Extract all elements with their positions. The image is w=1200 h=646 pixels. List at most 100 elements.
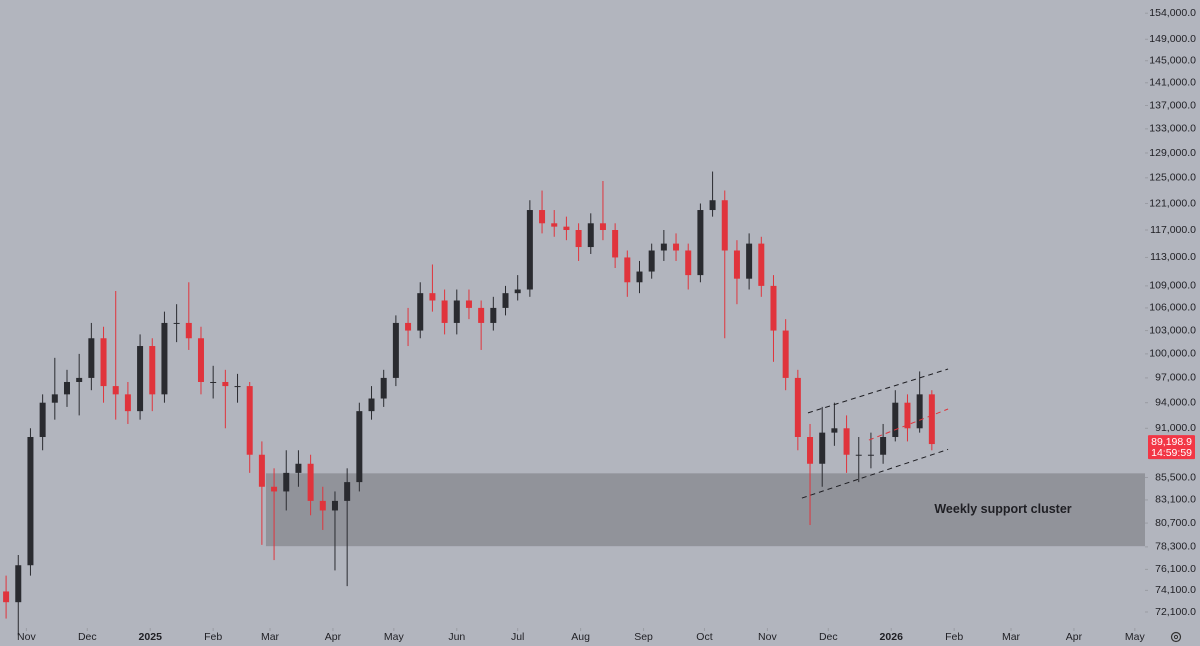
candle-body bbox=[197, 338, 204, 382]
candle-body bbox=[161, 322, 168, 395]
x-tick-label: Jun bbox=[448, 631, 465, 643]
y-tick-label: 113,000.0 bbox=[1150, 251, 1196, 263]
candle-body bbox=[831, 428, 838, 433]
x-tick-label: Nov bbox=[17, 631, 36, 643]
candle-body bbox=[782, 330, 789, 378]
candle-body bbox=[417, 293, 424, 331]
candle-body bbox=[124, 394, 131, 412]
y-tick-label: 141,000.0 bbox=[1149, 77, 1196, 89]
x-tick-label: Apr bbox=[1066, 631, 1083, 643]
candle-body bbox=[344, 482, 351, 501]
candle-body bbox=[599, 223, 606, 231]
candle-body bbox=[697, 210, 704, 276]
candle-body bbox=[76, 377, 83, 382]
candle-body bbox=[916, 394, 923, 429]
candle-body bbox=[246, 386, 253, 455]
countdown-label: 14:59:59 bbox=[1151, 447, 1192, 459]
x-tick-label: May bbox=[1125, 631, 1146, 643]
candle-body bbox=[173, 322, 180, 324]
candle-body bbox=[551, 223, 558, 227]
last-price-tag bbox=[1148, 435, 1195, 460]
candle-body bbox=[258, 454, 265, 487]
x-tick-label: Apr bbox=[325, 631, 342, 643]
candle-body bbox=[429, 293, 436, 301]
x-tick-label: 2026 bbox=[880, 631, 904, 643]
y-tick-label: 149,000.0 bbox=[1149, 33, 1196, 45]
candle-body bbox=[490, 307, 497, 323]
settings-icon-hub[interactable] bbox=[1173, 634, 1179, 640]
candle-body bbox=[575, 230, 582, 248]
candle-body bbox=[27, 437, 34, 566]
x-tick-label: Mar bbox=[1002, 631, 1021, 643]
y-tick-label: 72,100.0 bbox=[1155, 606, 1196, 618]
candle-body bbox=[137, 346, 144, 412]
candle-body bbox=[331, 500, 338, 511]
candle-body bbox=[880, 437, 887, 455]
candle-body bbox=[648, 250, 655, 272]
candle-body bbox=[478, 307, 485, 323]
y-tick-label: 91,000.0 bbox=[1155, 422, 1196, 434]
channel-line bbox=[801, 448, 949, 499]
y-tick-label: 145,000.0 bbox=[1149, 55, 1196, 67]
y-tick-label: 74,100.0 bbox=[1155, 584, 1196, 596]
y-tick-label: 100,000.0 bbox=[1149, 348, 1196, 360]
y-tick-label: 80,700.0 bbox=[1155, 517, 1196, 529]
support-zone bbox=[265, 473, 1145, 547]
zone-label: Weekly support cluster bbox=[934, 502, 1071, 516]
candle-body bbox=[624, 257, 631, 283]
y-tick-label: 103,000.0 bbox=[1149, 324, 1196, 336]
candle-body bbox=[892, 402, 899, 438]
x-tick-label: Oct bbox=[696, 631, 712, 643]
settings-icon[interactable] bbox=[1170, 631, 1182, 643]
candle-body bbox=[526, 210, 533, 290]
y-tick-label: 121,000.0 bbox=[1149, 197, 1196, 209]
x-tick-label: Feb bbox=[945, 631, 963, 643]
y-tick-label: 78,300.0 bbox=[1155, 541, 1196, 553]
y-tick-label: 129,000.0 bbox=[1149, 147, 1196, 159]
x-tick-label: Dec bbox=[78, 631, 97, 643]
x-tick-label: Jul bbox=[511, 631, 524, 643]
candle-body bbox=[855, 454, 862, 456]
candle-body bbox=[51, 394, 58, 403]
candle-body bbox=[563, 226, 570, 231]
settings-icon-ring[interactable] bbox=[1170, 631, 1182, 643]
candle-body bbox=[660, 243, 667, 251]
candle-body bbox=[368, 398, 375, 412]
candle-body bbox=[539, 210, 546, 224]
candle-body bbox=[733, 250, 740, 279]
candle-body bbox=[441, 300, 448, 323]
x-tick-label: Sep bbox=[634, 631, 653, 643]
y-tick-label: 85,500.0 bbox=[1155, 471, 1196, 483]
candle-body bbox=[867, 454, 874, 456]
candle-body bbox=[39, 402, 46, 438]
candle-body bbox=[295, 463, 302, 473]
candle-body bbox=[88, 338, 95, 378]
y-tick-label: 154,000.0 bbox=[1149, 7, 1196, 19]
x-tick-label: Mar bbox=[261, 631, 280, 643]
candle-body bbox=[928, 394, 935, 445]
candle-body bbox=[685, 250, 692, 276]
candle-body bbox=[770, 285, 777, 331]
candle-body bbox=[673, 243, 680, 251]
candle-body bbox=[307, 463, 314, 501]
y-tick-label: 97,000.0 bbox=[1155, 372, 1196, 384]
candle-body bbox=[612, 230, 619, 258]
candle-body bbox=[100, 338, 107, 387]
y-tick-label: 109,000.0 bbox=[1149, 280, 1196, 292]
candle-body bbox=[746, 243, 753, 279]
candle-body bbox=[210, 381, 217, 383]
y-tick-label: 76,100.0 bbox=[1155, 563, 1196, 575]
candle-body bbox=[63, 381, 70, 395]
channel-line bbox=[807, 368, 949, 414]
candle-body bbox=[271, 486, 278, 492]
x-tick-label: Feb bbox=[204, 631, 222, 643]
candle-body bbox=[794, 377, 801, 438]
x-tick-label: Nov bbox=[758, 631, 777, 643]
candle-body bbox=[721, 200, 728, 251]
candle-body bbox=[3, 591, 10, 603]
candle-body bbox=[380, 377, 387, 399]
candle-body bbox=[234, 386, 241, 388]
x-tick-label: Dec bbox=[819, 631, 838, 643]
candle-body bbox=[356, 411, 363, 483]
